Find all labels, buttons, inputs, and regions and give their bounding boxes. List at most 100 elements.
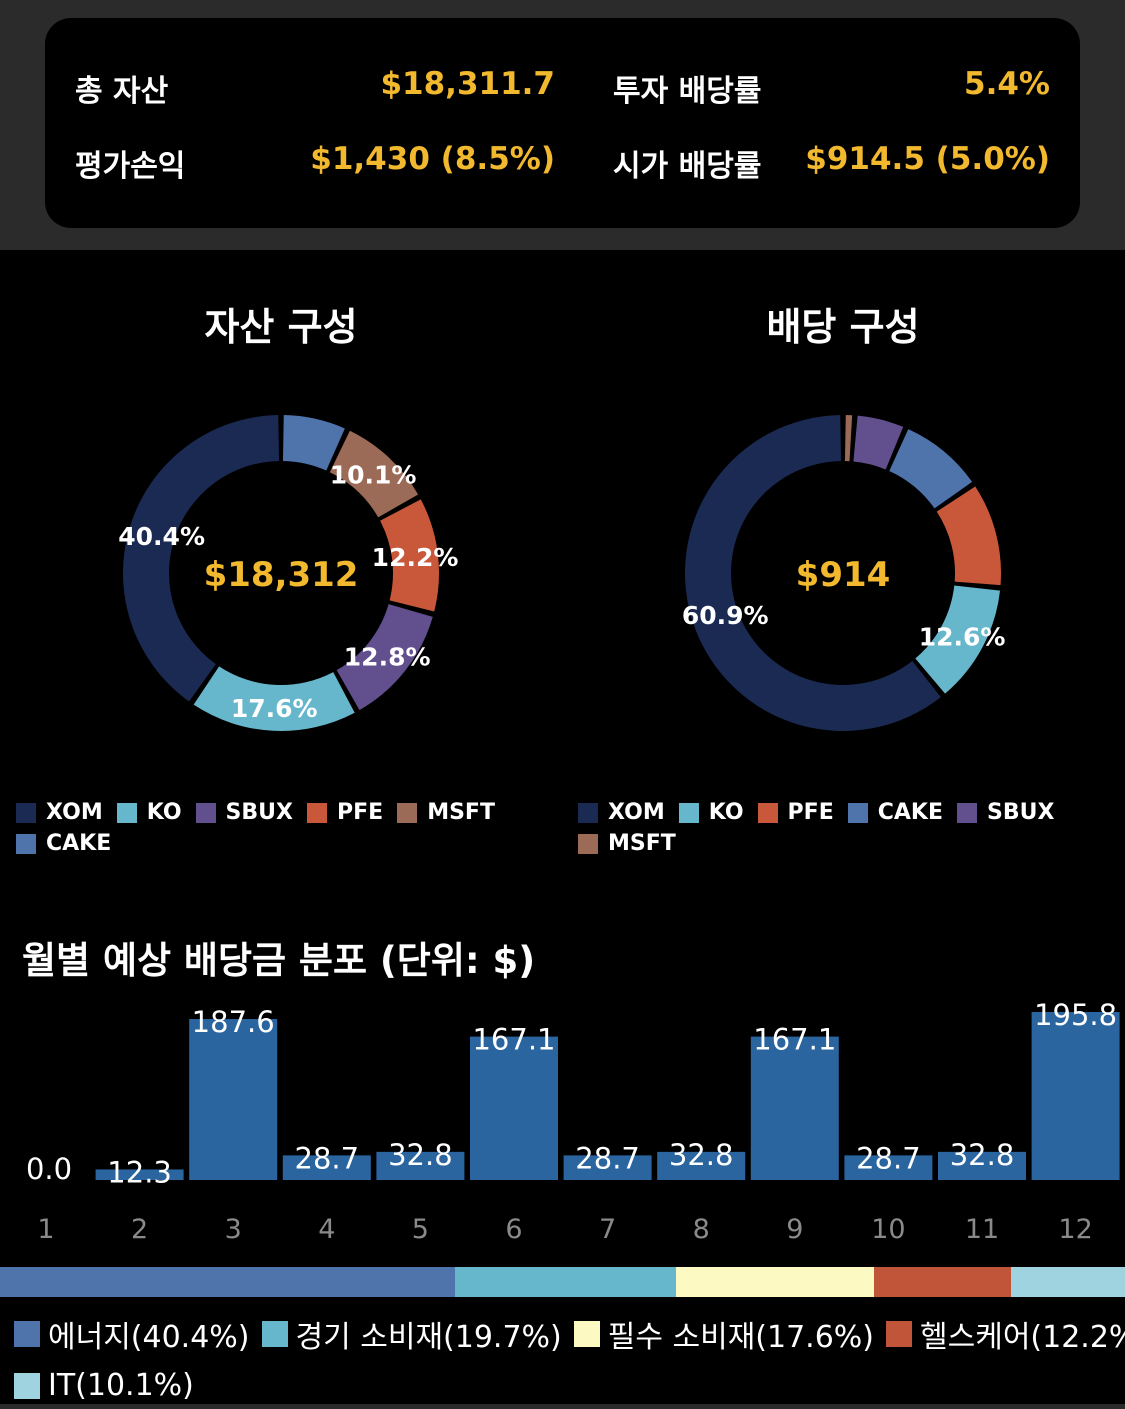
legend-label: CAKE: [46, 831, 112, 856]
bar-value-label: 12.3: [107, 1155, 172, 1189]
legend-item-xom: XOM: [578, 800, 665, 825]
legend-swatch: [16, 833, 36, 854]
x-tick-label: 7: [599, 1214, 616, 1245]
x-tick-label: 10: [871, 1214, 905, 1245]
slice-label-ko: 12.6%: [919, 623, 1006, 652]
sector-stacked-bar: [0, 1267, 1125, 1297]
summary-card: 총 자산 $18,311.7 투자 배당률 5.4% 평가손익 $1,430 (…: [45, 18, 1080, 228]
slice-pfe: [936, 486, 1001, 586]
market-yield-value: $914.5 (5.0%): [805, 141, 1050, 177]
legend-swatch: [397, 802, 418, 823]
sector-legend-item: 경기 소비재(19.7%): [261, 1312, 562, 1356]
slice-label-xom: 60.9%: [682, 601, 769, 630]
legend-swatch: [307, 802, 327, 823]
legend-label: SBUX: [986, 800, 1055, 825]
legend-swatch: [757, 802, 778, 823]
sector-segment: [874, 1267, 1012, 1297]
asset-composition-title: 자산 구성: [204, 305, 358, 349]
x-tick-label: 3: [225, 1214, 242, 1245]
legend-swatch: [14, 1321, 40, 1347]
sector-legend: 에너지(40.4%) 경기 소비재(19.7%) 필수 소비재(17.6%) 헬스케어…: [14, 1312, 1125, 1403]
market-yield-label: 시가 배당률: [613, 149, 762, 184]
divider: [0, 1404, 1125, 1409]
slice-xom: [122, 415, 280, 702]
legend-label: KO: [146, 800, 182, 825]
bar-value-label: 32.8: [388, 1138, 453, 1172]
legend-item-msft: MSFT: [578, 831, 676, 856]
sector-legend-item: IT(10.1%): [14, 1368, 194, 1403]
legend-swatch: [16, 802, 36, 823]
legend-label: XOM: [46, 800, 103, 825]
legend-swatch: [195, 802, 216, 823]
legend-label: MSFT: [427, 800, 495, 825]
bar-month-4: [282, 1155, 371, 1180]
invest-yield-label: 투자 배당률: [613, 74, 762, 109]
slice-pfe: [380, 499, 439, 612]
pnl-value: $1,430 (8.5%): [310, 141, 555, 177]
bar-month-9: [750, 1036, 839, 1180]
x-tick-label: 5: [412, 1214, 429, 1245]
sector-segment: [454, 1267, 677, 1297]
asset-legend: XOM KO SBUX PFE MSFT CAKE: [16, 800, 536, 856]
x-tick-label: 6: [505, 1214, 522, 1245]
x-tick-label: 12: [1058, 1214, 1092, 1245]
bar-month-7: [563, 1155, 652, 1180]
bar-month-11: [938, 1151, 1026, 1180]
summary-panel: 총 자산 $18,311.7 투자 배당률 5.4% 평가손익 $1,430 (…: [0, 0, 1125, 250]
bar-value-label: 28.7: [575, 1141, 640, 1175]
legend-item-xom: XOM: [16, 800, 103, 825]
total-assets-value: $18,311.7: [380, 66, 555, 102]
sector-legend-item: 필수 소비재(17.6%): [573, 1312, 875, 1356]
legend-swatch: [886, 1321, 913, 1347]
bar-value-label: 28.7: [295, 1141, 360, 1175]
bar-value-label: 187.6: [192, 1005, 275, 1039]
donut-center-total: $914: [796, 555, 891, 595]
x-tick-label: 2: [131, 1214, 148, 1245]
legend-item-sbux: SBUX: [956, 800, 1055, 825]
slice-cake: [282, 415, 345, 471]
legend-item-ko: KO: [116, 800, 182, 825]
monthly-dividend-bar-chart: 0.0 1 12.3 2 187.6 3 28.7 4 32.8 5 167.1 6 28.7 7 32.8…: [26, 998, 1120, 1245]
bar-value-label: 195.8: [1034, 998, 1117, 1032]
legend-label: 필수 소비재(17.6%): [607, 1320, 875, 1355]
bar-month-2: [95, 1169, 184, 1180]
slice-label-xom: 40.4%: [118, 522, 205, 551]
legend-item-pfe: PFE: [757, 800, 834, 825]
x-tick-label: 9: [786, 1214, 803, 1245]
legend-label: KO: [708, 800, 744, 825]
legend-swatch: [573, 1321, 600, 1347]
bar-value-label: 32.8: [669, 1138, 734, 1172]
sector-segment: [676, 1267, 875, 1297]
legend-item-msft: MSFT: [397, 800, 495, 825]
bar-value-label: 28.7: [856, 1141, 921, 1175]
legend-swatch: [678, 802, 699, 823]
dividend-composition-title: 배당 구성: [766, 305, 920, 349]
legend-item-cake: CAKE: [847, 800, 943, 825]
legend-label: PFE: [787, 800, 834, 825]
x-tick-label: 4: [318, 1214, 335, 1245]
sector-legend-item: 에너지(40.4%): [14, 1312, 250, 1356]
bar-month-10: [844, 1155, 933, 1180]
bar-value-label: 0.0: [26, 1152, 72, 1186]
bar-month-3: [189, 1019, 278, 1180]
legend-label: MSFT: [608, 831, 676, 856]
donut-center-total: $18,312: [204, 555, 359, 595]
slice-msft: [329, 430, 419, 518]
total-assets-label: 총 자산: [75, 74, 169, 109]
bar-value-label: 32.8: [950, 1138, 1015, 1172]
slice-sbux: [853, 415, 904, 470]
invest-yield-value: 5.4%: [964, 66, 1050, 102]
legend-label: 에너지(40.4%): [48, 1320, 250, 1355]
sector-legend-item: 헬스케어(12.2%): [886, 1312, 1125, 1356]
bar-month-12: [1031, 1012, 1120, 1180]
legend-item-sbux: SBUX: [195, 800, 293, 825]
slice-label-msft: 10.1%: [330, 460, 417, 489]
legend-label: CAKE: [877, 800, 943, 825]
slice-sbux: [336, 604, 433, 711]
sector-segment: [1011, 1267, 1125, 1297]
bar-month-6: [470, 1036, 558, 1180]
slice-label-pfe: 12.2%: [372, 543, 459, 572]
legend-swatch: [956, 802, 977, 823]
legend-label: PFE: [337, 800, 384, 825]
slice-label-ko: 17.6%: [231, 694, 318, 723]
